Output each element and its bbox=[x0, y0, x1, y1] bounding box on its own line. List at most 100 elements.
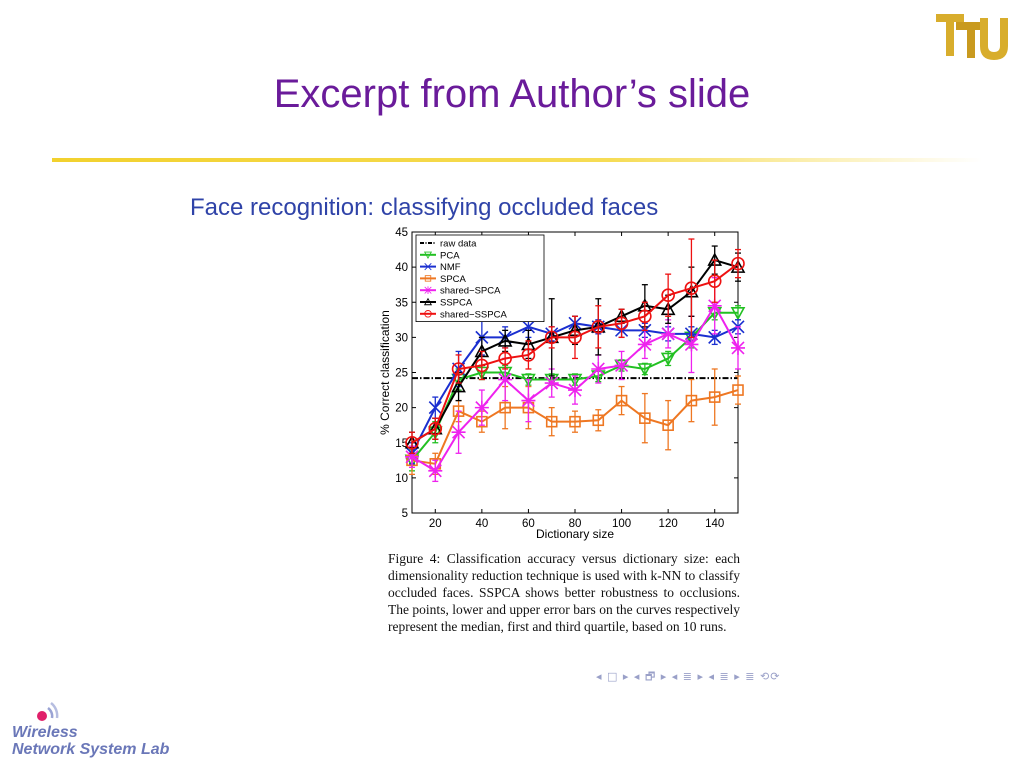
data-point bbox=[731, 340, 745, 355]
legend-box bbox=[415, 234, 545, 322]
data-point bbox=[567, 373, 583, 388]
legend-label: PCA bbox=[440, 250, 460, 261]
legend-marker bbox=[424, 286, 432, 295]
data-point bbox=[637, 337, 652, 352]
y-tick-label: 35 bbox=[395, 297, 408, 309]
data-point bbox=[474, 400, 489, 415]
title-underline bbox=[52, 158, 982, 162]
y-tick-label: 10 bbox=[395, 473, 408, 485]
lab-logo bbox=[10, 696, 210, 764]
data-point bbox=[451, 378, 466, 393]
university-monogram-logo bbox=[936, 14, 1008, 60]
slide-subtitle: Face recognition: classifying occluded f… bbox=[190, 194, 659, 221]
data-point bbox=[521, 320, 535, 334]
beamer-navigation-icons: ◂ □ ▸ ◂ 🗗 ▸ ◂ ≣ ▸ ◂ ≣ ▸ ≣ ⟲⟳ bbox=[596, 670, 781, 683]
data-point bbox=[428, 401, 442, 415]
legend-label: SPCA bbox=[440, 274, 467, 285]
data-point bbox=[662, 419, 674, 431]
data-point bbox=[614, 358, 629, 373]
data-point bbox=[684, 337, 699, 352]
data-point bbox=[661, 326, 676, 341]
data-point bbox=[569, 415, 581, 428]
legend-item: SSPCA bbox=[420, 298, 473, 309]
legend-marker bbox=[423, 251, 433, 260]
y-axis-label: % Correct classification bbox=[378, 310, 392, 435]
data-point bbox=[661, 288, 675, 303]
data-point bbox=[544, 376, 559, 391]
legend: raw dataPCANMFSPCAshared−SPCASSPCAshared… bbox=[415, 234, 545, 322]
data-point bbox=[451, 425, 466, 440]
wifi-signal-icon bbox=[37, 702, 59, 721]
x-tick-label: 140 bbox=[705, 518, 724, 530]
data-point bbox=[660, 352, 676, 367]
data-point bbox=[521, 393, 536, 408]
x-tick-label: 120 bbox=[659, 518, 678, 530]
x-tick-label: 20 bbox=[429, 518, 442, 530]
legend-label: SSPCA bbox=[440, 298, 473, 309]
legend-item: shared−SPCA bbox=[420, 286, 501, 297]
legend-item: PCA bbox=[420, 250, 460, 261]
data-point bbox=[592, 414, 605, 427]
data-point bbox=[405, 435, 419, 450]
legend-marker bbox=[424, 310, 432, 318]
data-point bbox=[568, 330, 582, 345]
lab-name-line1: Wireless bbox=[12, 724, 78, 741]
data-point bbox=[638, 309, 652, 324]
classification-chart: 20 40 60 80 100 120 140 5 10 15 20 25 30 35 40 45 Dictio… bbox=[378, 227, 746, 541]
data-point bbox=[615, 394, 628, 407]
y-tick-label: 5 bbox=[402, 508, 408, 520]
legend-label: shared−SPCA bbox=[440, 286, 501, 297]
data-point bbox=[708, 330, 722, 344]
data-point bbox=[685, 394, 698, 407]
x-tick-label: 60 bbox=[522, 518, 535, 530]
data-point bbox=[428, 421, 443, 436]
y-tick-label: 25 bbox=[395, 368, 408, 380]
data-point bbox=[591, 361, 606, 376]
data-point bbox=[498, 351, 512, 366]
y-tick-label: 40 bbox=[395, 262, 408, 274]
series-line bbox=[411, 389, 739, 465]
legend-marker bbox=[424, 262, 432, 271]
data-point bbox=[591, 320, 606, 334]
x-axis-label: Dictionary size bbox=[536, 527, 614, 541]
university-logo bbox=[930, 8, 1014, 64]
data-point bbox=[684, 281, 699, 295]
data-point bbox=[707, 274, 722, 288]
data-point bbox=[521, 348, 536, 362]
data-point bbox=[637, 363, 653, 377]
legend-label: shared−SSPCA bbox=[440, 309, 507, 320]
data-point bbox=[732, 384, 744, 396]
data-point bbox=[708, 391, 721, 403]
x-tick-label: 100 bbox=[612, 518, 631, 530]
legend-marker bbox=[424, 275, 432, 282]
x-tick-label: 80 bbox=[569, 518, 582, 530]
data-point bbox=[730, 306, 746, 321]
slide-title: Excerpt from Author’s slide bbox=[273, 72, 751, 116]
y-tick-label: 45 bbox=[395, 227, 408, 239]
legend-item: shared−SSPCA bbox=[420, 309, 507, 320]
data-point bbox=[639, 412, 651, 424]
lab-name-line2: Network System Lab bbox=[12, 741, 170, 758]
data-point bbox=[499, 401, 511, 414]
figure-caption: Figure 4: Classification accuracy versus… bbox=[388, 551, 740, 634]
data-point bbox=[568, 383, 582, 398]
y-tick-label: 15 bbox=[395, 438, 408, 450]
data-point bbox=[475, 358, 489, 373]
data-point bbox=[497, 333, 513, 347]
legend-item: NMF bbox=[420, 262, 461, 273]
series-line bbox=[411, 262, 739, 444]
legend-item: raw data bbox=[420, 239, 477, 250]
legend-marker bbox=[423, 297, 433, 306]
data-point bbox=[731, 256, 745, 271]
y-tick-label: 30 bbox=[395, 332, 408, 344]
legend-label: raw data bbox=[440, 239, 477, 250]
data-point bbox=[707, 298, 722, 313]
y-tick-label: 20 bbox=[395, 403, 408, 415]
series-shared-sspca bbox=[405, 238, 745, 454]
data-point bbox=[405, 449, 419, 464]
data-point bbox=[545, 415, 558, 428]
data-point bbox=[498, 372, 513, 387]
data-point bbox=[544, 330, 559, 345]
data-point bbox=[614, 316, 629, 331]
x-tick-label: 40 bbox=[475, 518, 488, 530]
